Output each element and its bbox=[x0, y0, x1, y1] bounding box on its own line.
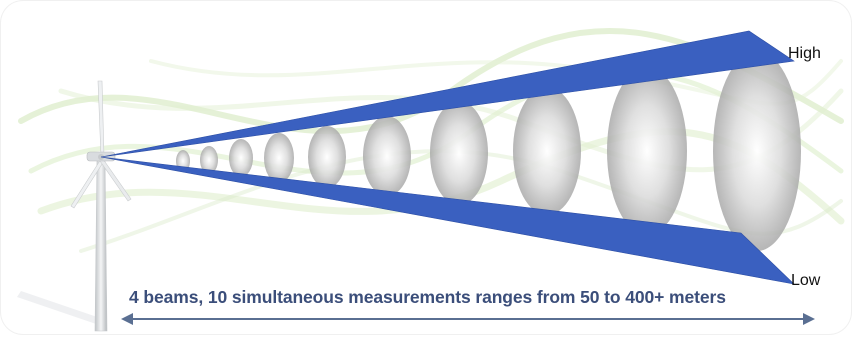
wind-turbine-icon bbox=[17, 80, 132, 332]
range-caption: 4 beams, 10 simultaneous measurements ra… bbox=[129, 287, 726, 307]
label-high: High bbox=[788, 45, 821, 62]
measurement-ellipse bbox=[430, 101, 488, 205]
measurement-ellipse bbox=[264, 133, 294, 183]
lidar-diagram bbox=[17, 28, 845, 332]
beam-high bbox=[100, 30, 795, 158]
measurement-ellipse bbox=[363, 116, 411, 196]
measurement-ellipse bbox=[308, 126, 346, 188]
double-headed-arrow-icon bbox=[121, 313, 815, 325]
measurement-ellipse bbox=[713, 51, 801, 251]
measurement-volumes bbox=[176, 51, 801, 251]
measurement-ellipse bbox=[513, 87, 581, 215]
diagram-card: High Low 4 beams, 10 simultaneous measur… bbox=[1, 1, 851, 334]
measurement-ellipse bbox=[200, 146, 218, 174]
lidar-beams bbox=[100, 30, 795, 285]
measurement-ellipse bbox=[229, 139, 253, 177]
measurement-ellipse bbox=[607, 67, 687, 235]
beam-low bbox=[100, 156, 795, 285]
label-low: Low bbox=[791, 272, 821, 289]
